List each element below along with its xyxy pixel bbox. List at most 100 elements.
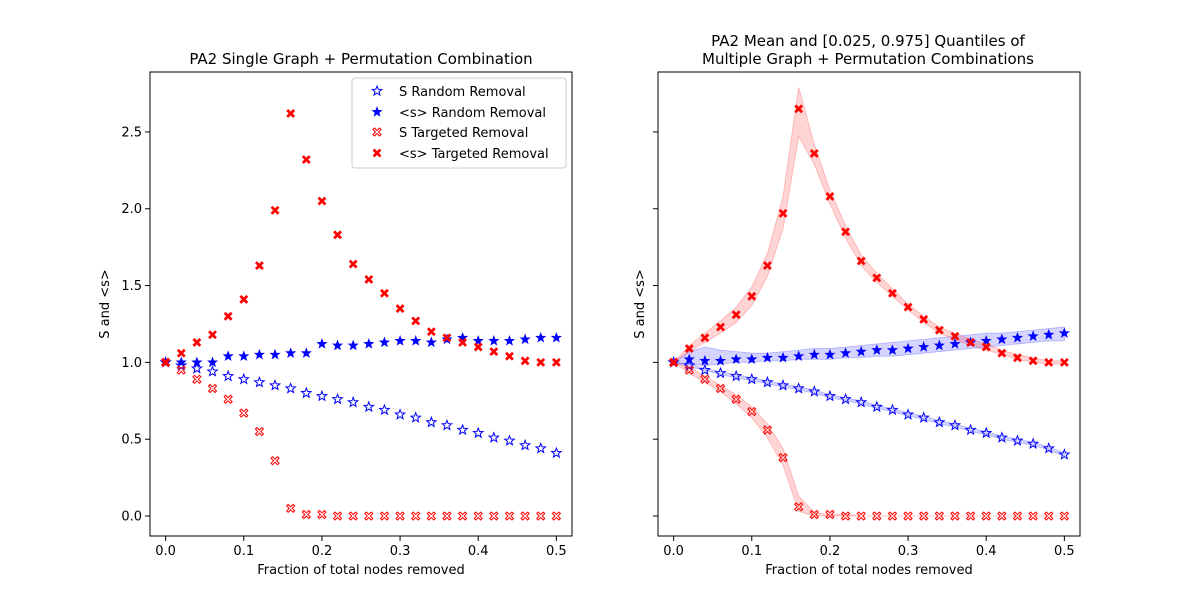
- data-point-s-random: [268, 379, 282, 391]
- left-y-axis: 0.0 0.5 1.0 1.5 2.0 2.5: [121, 125, 150, 525]
- data-point-s-targeted: [981, 511, 991, 521]
- data-point-mean-s-targeted: [888, 288, 897, 298]
- data-point-mean-s-targeted: [934, 325, 944, 335]
- data-point-s-random: [175, 359, 188, 371]
- data-point-s-random: [917, 411, 930, 423]
- data-point-s-targeted: [285, 503, 296, 514]
- series-s-random: [667, 355, 1071, 460]
- data-point-mean-s-random: [331, 339, 344, 351]
- data-point-s-random: [393, 408, 407, 420]
- data-point-mean-s-targeted: [426, 327, 436, 337]
- legend-markers: [370, 84, 384, 158]
- data-point-mean-s-targeted: [950, 331, 960, 341]
- data-point-s-targeted: [457, 511, 468, 521]
- data-point-s-targeted: [1012, 511, 1023, 521]
- data-point-mean-s-targeted: [778, 208, 788, 218]
- data-point-s-targeted: [192, 374, 202, 384]
- data-point-mean-s-targeted: [1059, 357, 1069, 367]
- data-point-s-random: [378, 403, 391, 416]
- data-point-mean-s-targeted: [317, 196, 327, 206]
- right-chart-subtitle: Multiple Graph + Permutation Combination…: [702, 50, 1034, 68]
- right-chart-title: PA2 Mean and [0.025, 0.975] Quantiles of: [711, 32, 1025, 50]
- left-y-axis-label: S and <s>: [98, 269, 113, 339]
- data-point-s-targeted: [504, 511, 515, 521]
- data-point-s-random: [855, 395, 868, 408]
- data-point-s-random: [698, 363, 711, 376]
- data-point-mean-s-targeted: [716, 322, 725, 332]
- data-point-s-targeted: [239, 408, 249, 418]
- data-point-mean-s-random: [1027, 330, 1039, 342]
- right-x-axis-label: Fraction of total nodes removed: [765, 563, 973, 578]
- data-point-mean-s-random: [933, 339, 945, 351]
- data-point-mean-s-targeted: [872, 273, 882, 283]
- data-point-mean-s-targeted: [762, 261, 772, 271]
- data-point-s-random: [253, 375, 266, 388]
- x-tick-label: 0.0: [155, 544, 176, 559]
- data-point-mean-s-targeted: [458, 337, 468, 347]
- data-point-mean-s-random: [316, 338, 328, 349]
- data-point-mean-s-random: [363, 338, 375, 349]
- data-point-s-targeted: [395, 511, 405, 521]
- data-point-mean-s-random: [457, 331, 469, 343]
- data-point-s-random: [472, 426, 485, 439]
- data-point-mean-s-random: [683, 353, 695, 365]
- data-point-mean-s-targeted: [551, 357, 561, 367]
- series-mean-s-random: [160, 331, 562, 368]
- data-point-mean-s-random: [980, 335, 992, 346]
- data-point-s-random: [730, 369, 743, 382]
- y-tick-label: 1.5: [121, 279, 142, 294]
- data-point-mean-s-targeted: [841, 227, 850, 237]
- series-mean-s-targeted: [669, 104, 1069, 367]
- data-point-mean-s-random: [714, 354, 727, 366]
- left-x-axis-label: Fraction of total nodes removed: [257, 563, 465, 578]
- data-point-s-targeted: [778, 452, 788, 463]
- right-y-axis: [653, 131, 658, 517]
- left-chart-title: PA2 Single Graph + Permutation Combinati…: [189, 50, 532, 68]
- right-chart-points: [667, 104, 1071, 521]
- data-point-mean-s-targeted: [442, 333, 452, 343]
- data-point-mean-s-random: [347, 339, 359, 351]
- data-point-s-targeted: [551, 511, 562, 521]
- data-point-mean-s-targeted: [1028, 356, 1038, 366]
- y-tick-label: 1.0: [121, 356, 142, 371]
- data-point-s-targeted: [747, 406, 757, 417]
- data-point-mean-s-targeted: [536, 357, 546, 367]
- data-point-s-random: [808, 385, 821, 397]
- data-point-mean-s-targeted: [364, 274, 374, 284]
- data-point-mean-s-random: [746, 353, 758, 365]
- data-point-s-random: [776, 379, 790, 391]
- data-point-s-targeted: [254, 426, 265, 437]
- data-point-s-targeted: [825, 509, 835, 520]
- legend-entry-s-targeted: S Targeted Removal: [399, 126, 528, 141]
- data-point-mean-s-random: [824, 348, 836, 360]
- data-point-s-targeted: [731, 394, 741, 404]
- data-point-s-random: [823, 389, 837, 402]
- legend-marker-mean-s-random: [371, 106, 383, 117]
- y-tick-label: 0.5: [121, 433, 142, 448]
- data-point-s-random: [409, 411, 422, 423]
- data-point-s-random: [980, 426, 993, 439]
- data-point-s-random: [714, 366, 727, 379]
- data-point-s-random: [1027, 437, 1040, 450]
- data-point-mean-s-random: [871, 344, 883, 355]
- data-point-s-targeted: [684, 365, 694, 375]
- data-point-s-random: [487, 431, 500, 443]
- data-point-s-targeted: [903, 511, 913, 521]
- data-point-mean-s-random: [777, 351, 789, 363]
- data-point-s-random: [839, 392, 852, 405]
- data-point-mean-s-targeted: [794, 104, 804, 114]
- data-point-s-targeted: [840, 511, 851, 521]
- data-point-mean-s-random: [238, 350, 250, 361]
- data-point-mean-s-targeted: [286, 109, 296, 118]
- legend-entry-s-random: S Random Removal: [399, 85, 526, 100]
- data-point-s-targeted: [332, 511, 343, 521]
- data-point-mean-s-targeted: [1013, 353, 1022, 363]
- y-tick-label: 0.0: [121, 510, 142, 525]
- data-point-mean-s-targeted: [176, 348, 186, 358]
- data-point-s-random: [440, 418, 454, 431]
- data-point-mean-s-random: [394, 335, 406, 346]
- data-point-s-random: [206, 365, 219, 377]
- y-tick-label: 2.0: [121, 202, 142, 217]
- data-point-s-targeted: [379, 511, 390, 521]
- data-point-s-random: [761, 375, 774, 388]
